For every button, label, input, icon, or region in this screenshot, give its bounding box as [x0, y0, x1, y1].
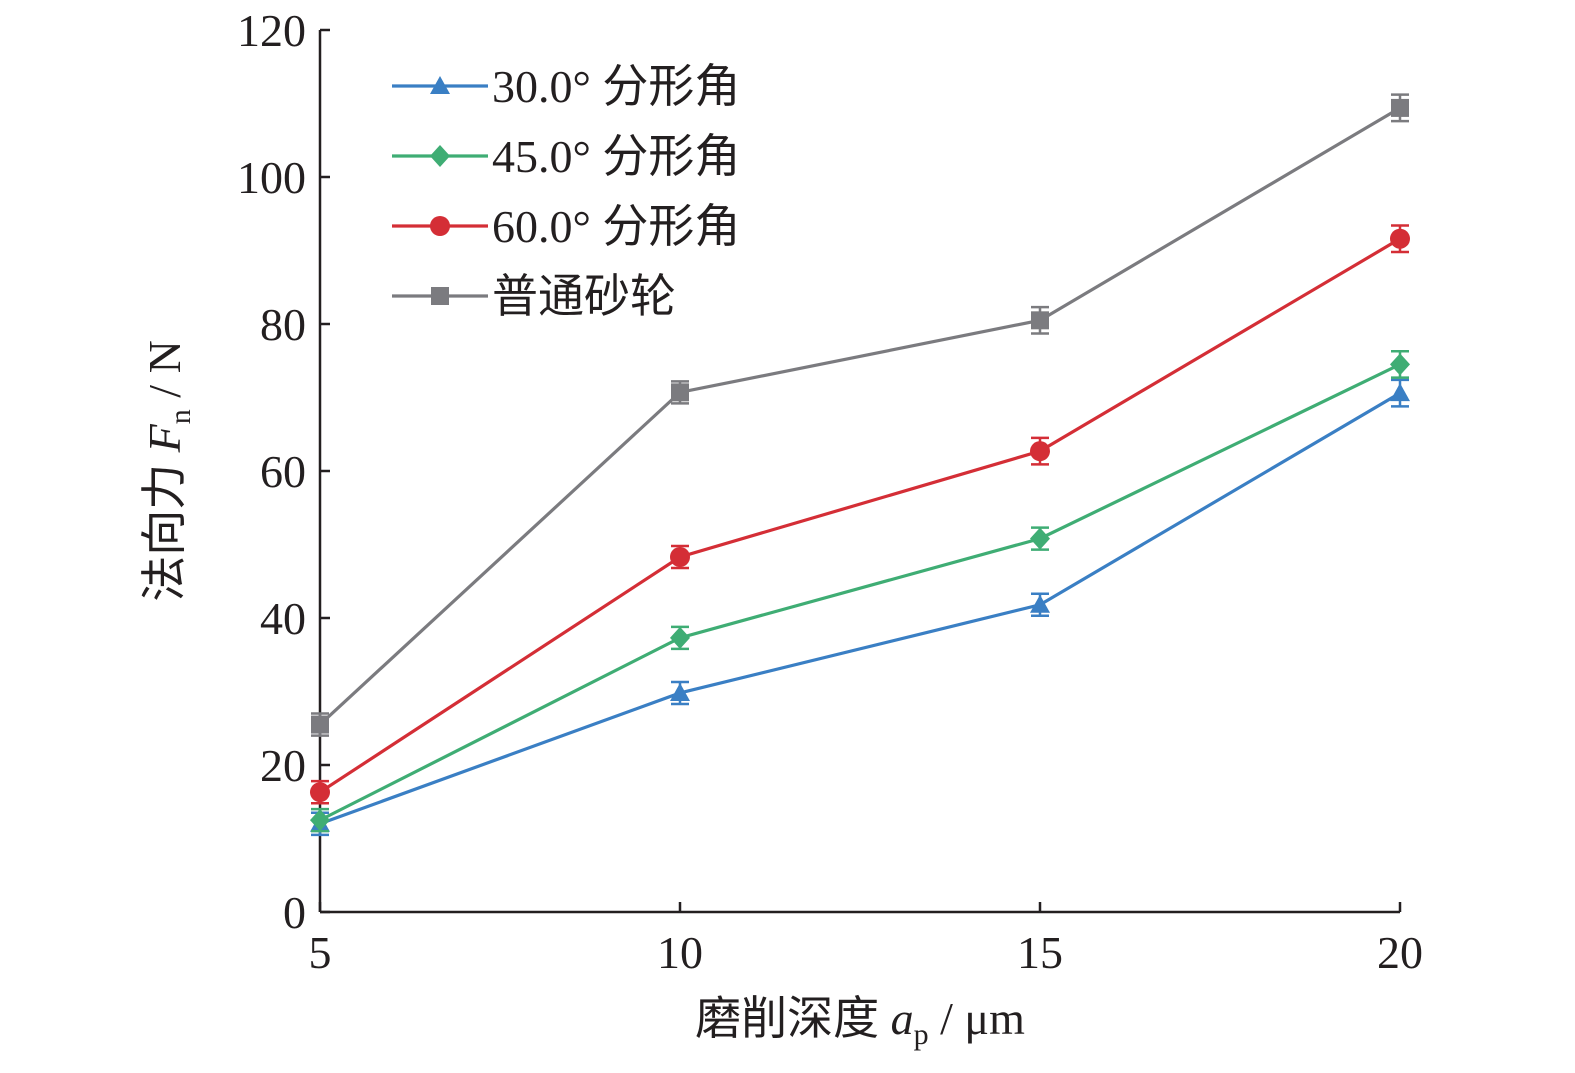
- x-axis-title: 磨削深度 ap / μm: [695, 993, 1025, 1051]
- series-group: [310, 93, 1410, 837]
- series-2: [310, 349, 1410, 833]
- x-axis-title-prefix: 磨削深度: [695, 993, 891, 1044]
- data-point: [1390, 228, 1410, 249]
- y-axis-title: 法向力 Fn / N: [139, 340, 197, 602]
- series-line: [319, 391, 1401, 826]
- data-point: [671, 383, 689, 402]
- y-tick-label: 60: [260, 446, 306, 497]
- legend-label: 普通砂轮: [492, 271, 676, 322]
- data-point: [311, 715, 329, 734]
- series-4: [311, 93, 1409, 737]
- data-point: [670, 546, 690, 567]
- legend-swatch-marker: [430, 216, 450, 236]
- data-point: [1390, 353, 1410, 376]
- y-tick-label: 20: [260, 740, 306, 791]
- legend-item-2: 45.0° 分形角: [392, 131, 740, 182]
- legend-swatch-marker: [431, 287, 449, 305]
- y-tick-label: 40: [260, 593, 306, 644]
- x-tick-label: 10: [657, 927, 703, 978]
- data-point: [1390, 383, 1410, 402]
- data-point: [1030, 527, 1050, 550]
- x-axis-title-unit: / μm: [929, 993, 1025, 1044]
- data-point: [1030, 594, 1050, 613]
- x-ticks: 5 10 15 20: [309, 902, 1423, 978]
- series-line: [318, 106, 1401, 726]
- y-axis-title-prefix: 法向力: [139, 452, 190, 602]
- x-tick-label: 15: [1017, 927, 1063, 978]
- legend-item-4: 普通砂轮: [392, 271, 676, 322]
- x-axis-title-subscript: p: [914, 1018, 929, 1051]
- legend-label: 60.0° 分形角: [492, 201, 740, 252]
- legend-swatch-marker: [430, 76, 450, 94]
- data-point: [310, 782, 330, 803]
- legend-label: 45.0° 分形角: [492, 131, 740, 182]
- x-tick-label: 5: [309, 927, 332, 978]
- series-line: [319, 237, 1401, 794]
- series-3: [310, 224, 1410, 805]
- axes: 0 20 40 60 80 100 120 5 10 15 20: [237, 5, 1423, 978]
- y-tick-label: 100: [237, 152, 306, 203]
- legend-item-1: 30.0° 分形角: [392, 61, 740, 112]
- series-line: [319, 362, 1401, 822]
- y-axis-title-unit: / N: [139, 340, 190, 409]
- x-axis-title-symbol: a: [891, 993, 914, 1044]
- legend-label: 30.0° 分形角: [492, 61, 740, 112]
- y-axis-title-subscript: n: [164, 409, 197, 424]
- x-tick-label: 20: [1377, 927, 1423, 978]
- legend-swatch-marker: [430, 145, 450, 167]
- y-axis-title-symbol: F: [139, 423, 190, 453]
- data-point: [1391, 98, 1409, 117]
- data-point: [1031, 311, 1049, 330]
- y-tick-label: 80: [260, 299, 306, 350]
- y-tick-label: 120: [237, 5, 306, 56]
- y-ticks: 0 20 40 60 80 100 120: [237, 5, 330, 938]
- data-point: [670, 682, 690, 701]
- series-1: [310, 378, 1410, 837]
- y-tick-label: 0: [283, 887, 306, 938]
- data-point: [310, 809, 330, 832]
- data-point: [670, 626, 690, 649]
- legend-item-3: 60.0° 分形角: [392, 201, 740, 252]
- data-point: [1030, 441, 1050, 462]
